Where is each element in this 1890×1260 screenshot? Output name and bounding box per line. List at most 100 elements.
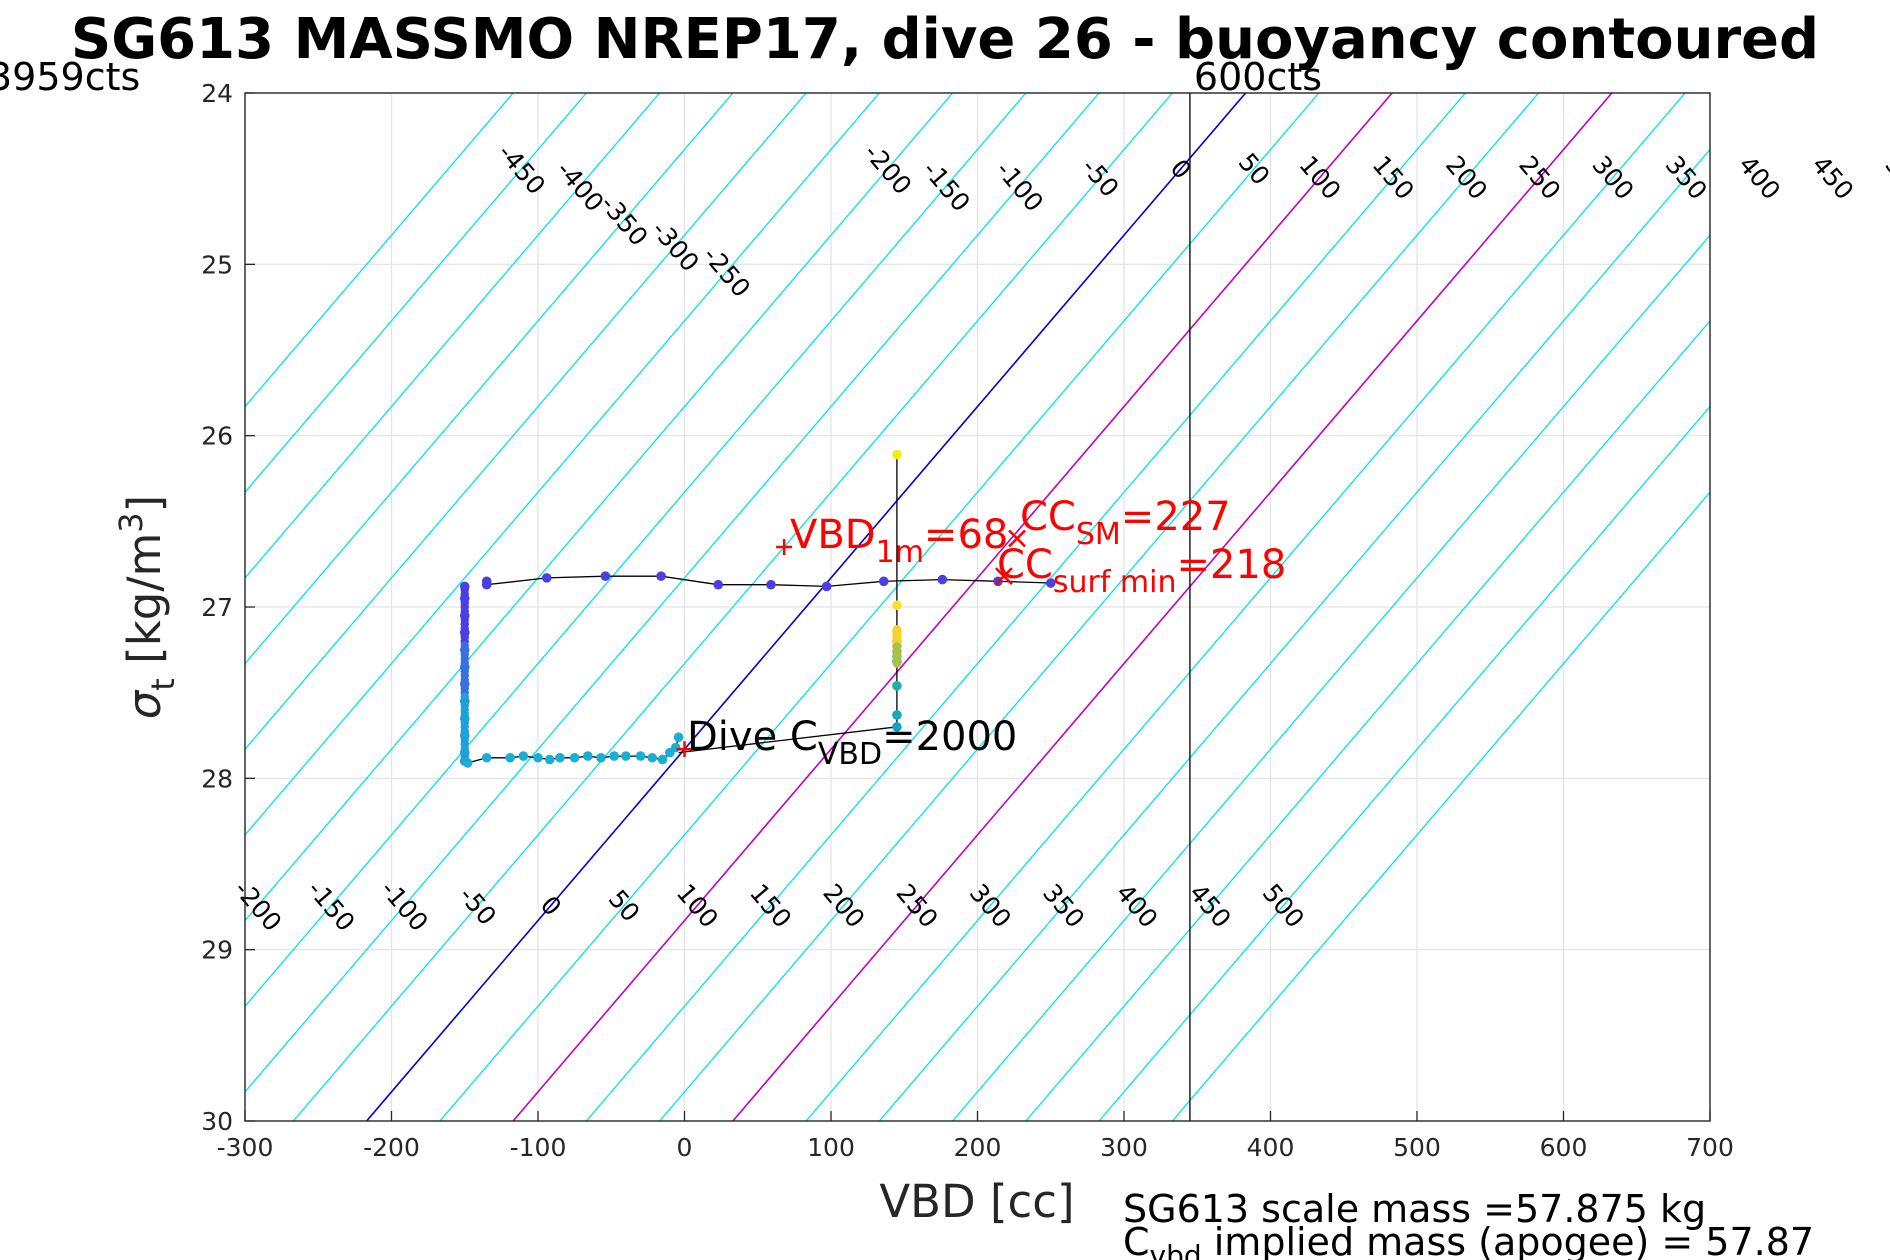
- contour-line: [245, 93, 807, 751]
- y-tick-label: 28: [201, 764, 233, 793]
- contour-label: -200: [858, 138, 917, 200]
- data-point: [673, 732, 684, 743]
- contour-label: -100: [375, 875, 434, 937]
- y-tick-label: 29: [201, 936, 233, 965]
- x-axis-label: VBD [cc]: [879, 1175, 1074, 1228]
- data-point: [656, 571, 666, 581]
- vertical-line-label: 600cts: [1194, 55, 1322, 99]
- data-point: [555, 752, 565, 763]
- x-tick-label: -300: [217, 1133, 274, 1162]
- contour-label: 100: [671, 878, 724, 933]
- annotation-text: CCSM=227: [1020, 494, 1231, 552]
- buoyancy-contours: [245, 93, 1710, 1121]
- contour-label: 150: [1367, 150, 1420, 205]
- contour-line: [245, 93, 734, 665]
- track-line: [678, 454, 898, 754]
- y-axis-label: σt [kg/m3]: [112, 495, 182, 719]
- contour-line: [1171, 491, 1710, 1121]
- data-point: [892, 722, 902, 732]
- contour-line: [245, 93, 954, 922]
- marker-x: [994, 567, 1013, 586]
- contour-label: 200: [1440, 150, 1493, 205]
- data-point: [481, 752, 492, 763]
- contour-line: [245, 93, 1027, 1008]
- x-tick-label: 600: [1540, 1133, 1588, 1162]
- contour-label: -100: [990, 155, 1049, 217]
- contour-line: [732, 93, 1613, 1121]
- annotation-text: CCsurf min=218: [997, 542, 1286, 600]
- contour-label: 0: [1165, 154, 1197, 185]
- data-point: [505, 752, 515, 763]
- annotation-text: VBD1m=68: [790, 512, 1008, 570]
- contour-line: [512, 93, 1393, 1121]
- data-point: [657, 754, 668, 765]
- y-axis-ticks: 24 25 26 27 28 29 30: [201, 79, 255, 1136]
- contour-label: 450: [1184, 878, 1237, 933]
- data-point: [544, 754, 555, 765]
- x-tick-label: 0: [677, 1133, 693, 1162]
- y-tick-label: 30: [201, 1107, 233, 1136]
- contour-line: [245, 93, 514, 408]
- y-tick-label: 27: [201, 593, 233, 622]
- data-point: [518, 751, 529, 761]
- data-point: [670, 742, 681, 753]
- data-point: [766, 579, 776, 590]
- data-point: [892, 659, 902, 668]
- data-point: [533, 752, 543, 763]
- data-point: [596, 752, 606, 763]
- contour-line: [585, 93, 1466, 1121]
- data-point: [892, 449, 902, 460]
- contour-label: 450: [1806, 150, 1859, 205]
- data-point: [635, 751, 646, 761]
- contour-label: 350: [1660, 150, 1713, 205]
- contour-line: [245, 93, 587, 494]
- track-line: [464, 586, 680, 764]
- annotation-text: Dive CVBD=2000: [687, 714, 1017, 772]
- contour-line: [245, 93, 1100, 1093]
- x-tick-label: -200: [363, 1133, 420, 1162]
- contour-line: [439, 93, 1320, 1121]
- data-point: [569, 752, 580, 763]
- contour-label: 50: [1233, 148, 1276, 191]
- contour-line: [878, 148, 1710, 1121]
- implied-mass-text: Cvbd implied mass (apogee) = 57.87: [1123, 1220, 1814, 1260]
- contour-label: 350: [1037, 878, 1090, 933]
- contour-label: 500: [1879, 150, 1890, 205]
- data-point: [892, 600, 902, 611]
- contour-label: 0: [535, 890, 567, 921]
- contour-label: -150: [302, 875, 361, 937]
- contour-label: -450: [492, 138, 551, 200]
- contour-line: [245, 93, 661, 579]
- footer: SG613 scale mass =57.875 kg Cvbd implied…: [1123, 1187, 1814, 1260]
- contour-line: [365, 93, 1247, 1121]
- contour-label: -250: [697, 241, 756, 303]
- contour-label: -200: [228, 875, 287, 937]
- data-point: [647, 752, 658, 763]
- contour-label: 50: [603, 884, 646, 927]
- y-tick-label: 26: [201, 422, 233, 451]
- data-point: [609, 751, 619, 761]
- reference-vertical-line: 600cts 3959cts: [0, 55, 1322, 1121]
- contour-label: 200: [817, 878, 870, 933]
- y-tick-label: 25: [201, 250, 233, 279]
- contour-label: 250: [891, 878, 944, 933]
- contour-label: 400: [1110, 878, 1163, 933]
- contour-label: -300: [646, 215, 705, 277]
- contour-line: [1025, 319, 1710, 1121]
- contour-label: 150: [744, 878, 797, 933]
- data-point: [821, 581, 832, 592]
- contour-label: 400: [1733, 150, 1786, 205]
- marker-x: [1008, 529, 1026, 548]
- contour-label: 250: [1513, 150, 1566, 205]
- contour-line: [952, 234, 1710, 1121]
- x-tick-label: 400: [1247, 1133, 1295, 1162]
- x-tick-label: 100: [807, 1133, 855, 1162]
- x-tick-label: 500: [1393, 1133, 1441, 1162]
- data-points: [459, 449, 1056, 768]
- x-tick-label: 200: [954, 1133, 1002, 1162]
- data-point: [892, 681, 902, 691]
- contour-line: [659, 93, 1540, 1121]
- contour-label: -50: [453, 881, 502, 931]
- y-tick-label: 24: [201, 79, 233, 108]
